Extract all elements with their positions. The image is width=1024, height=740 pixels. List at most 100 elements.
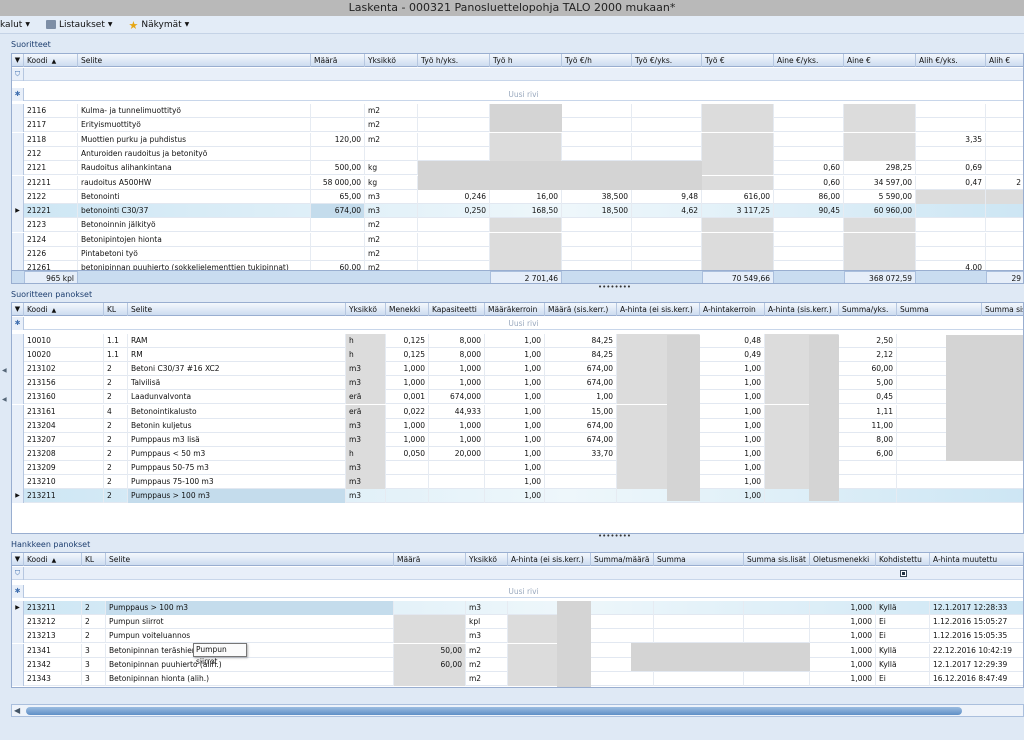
table-cell[interactable] [654, 629, 744, 644]
scrollbar-thumb[interactable] [26, 707, 962, 715]
table-cell[interactable]: 50,00 [394, 643, 466, 658]
table-cell[interactable]: 1,000 [810, 672, 876, 686]
row-header[interactable] [12, 643, 24, 658]
column-header-alih-[interactable]: Alih € [986, 54, 1023, 67]
table-row[interactable]: 213160 2 Laadunvalvonta erä 0,001 674,000 1,00… [12, 390, 1023, 405]
table-cell[interactable]: m2 [365, 132, 418, 147]
table-cell[interactable]: 6,00 [839, 446, 897, 461]
table-cell[interactable] [490, 132, 562, 147]
table-cell[interactable] [632, 118, 702, 133]
table-cell[interactable] [394, 672, 466, 686]
table-cell[interactable] [986, 104, 1023, 118]
table-cell[interactable] [916, 189, 986, 204]
table-cell[interactable]: 213210 [24, 475, 104, 489]
column-header-a-hinta-muutettu[interactable]: A-hinta muutettu [930, 553, 1023, 566]
table-cell[interactable]: 3 [82, 657, 106, 672]
table-cell[interactable] [311, 247, 365, 261]
table-cell[interactable]: Betonin kuljetus [128, 418, 346, 433]
table-cell[interactable]: 15,00 [545, 404, 617, 419]
table-cell[interactable] [702, 161, 774, 176]
table-cell[interactable] [418, 132, 490, 147]
table-cell[interactable] [774, 218, 844, 233]
table-cell[interactable] [654, 601, 744, 615]
table-cell[interactable]: m2 [365, 261, 418, 276]
table-cell[interactable]: Talvilisä [128, 376, 346, 391]
table-cell[interactable]: 1,00 [485, 390, 545, 405]
table-cell[interactable] [632, 247, 702, 261]
column-header-summa-yks-[interactable]: Summa/yks. [839, 303, 897, 316]
table-cell[interactable] [986, 218, 1023, 232]
table-cell[interactable]: Pumppaus > 100 m3 [128, 489, 346, 504]
table-cell[interactable]: Pumppaus > 100 m3 [106, 601, 394, 615]
table-cell[interactable] [654, 672, 744, 686]
table-cell[interactable]: 0,45 [839, 390, 897, 405]
table-cell[interactable]: 1,00 [485, 334, 545, 348]
table-cell[interactable]: 1,00 [700, 404, 765, 419]
table-cell[interactable] [844, 104, 916, 118]
table-cell[interactable] [490, 218, 562, 233]
table-cell[interactable]: 212 [24, 146, 78, 161]
table-cell[interactable]: 213204 [24, 418, 104, 433]
table-cell[interactable]: 213102 [24, 362, 104, 377]
column-header-a-hinta-ei-sis-kerr-[interactable]: A-hinta (ei sis.kerr.) [617, 303, 700, 316]
table-cell[interactable]: 1,00 [485, 489, 545, 504]
column-header-aine-[interactable]: Aine € [844, 54, 916, 67]
column-header-summa[interactable]: Summa [897, 303, 982, 316]
table-cell[interactable]: kg [365, 175, 418, 190]
table-cell[interactable]: 8,000 [429, 334, 485, 348]
table-cell[interactable] [774, 261, 844, 276]
table-cell[interactable] [632, 232, 702, 247]
table-cell[interactable] [429, 475, 485, 489]
column-header-a-hinta-sis-kerr-[interactable]: A-hinta (sis.kerr.) [765, 303, 839, 316]
table-cell[interactable]: Betonipintojen hionta [78, 232, 311, 247]
table-cell[interactable] [545, 475, 617, 489]
table-cell[interactable]: 65,00 [311, 189, 365, 204]
table-cell[interactable]: 21341 [24, 643, 82, 658]
table-cell[interactable]: 38,500 [562, 189, 632, 204]
table-cell[interactable]: 34 597,00 [844, 175, 916, 190]
column-header-oletusmenekki[interactable]: Oletusmenekki [810, 553, 876, 566]
column-header-kl[interactable]: KL [104, 303, 128, 316]
table-row[interactable]: 21342 3 Betonipinnan puuhierto (alih.) 60,0… [12, 657, 1023, 672]
filter-row[interactable]: ⛉ [12, 68, 1023, 81]
table-cell[interactable]: 2 [104, 390, 128, 405]
column-header-a-hintakerroin[interactable]: A-hintakerroin [700, 303, 765, 316]
table-cell[interactable]: 616,00 [702, 189, 774, 204]
table-cell[interactable]: 58 000,00 [311, 175, 365, 190]
row-header[interactable] [12, 132, 24, 147]
table-cell[interactable]: 0,001 [386, 390, 429, 405]
row-header[interactable] [12, 247, 24, 261]
table-cell[interactable]: Betonipinnan hionta (alih.) [106, 672, 394, 686]
current-row-indicator-icon[interactable]: ▶ [12, 601, 24, 615]
table-cell[interactable] [490, 146, 562, 161]
table-cell[interactable] [562, 118, 632, 133]
row-header[interactable] [12, 161, 24, 176]
table-cell[interactable]: 10010 [24, 334, 104, 348]
column-header-yksikkö[interactable]: Yksikkö [365, 54, 418, 67]
table-cell[interactable]: 0,246 [418, 189, 490, 204]
table-row[interactable]: 213161 4 Betonointikalusto erä 0,022 44,933 1,… [12, 404, 1023, 419]
table-row[interactable]: 2126 Pintabetoni työ m2 [12, 247, 1023, 261]
table-cell[interactable] [774, 118, 844, 133]
table-cell[interactable]: 2,50 [839, 334, 897, 348]
row-header[interactable] [12, 629, 24, 644]
table-cell[interactable] [311, 218, 365, 233]
table-cell[interactable]: 1,000 [810, 643, 876, 658]
table-cell[interactable] [744, 601, 810, 615]
table-cell[interactable]: 0,125 [386, 334, 429, 348]
table-row[interactable]: 2122 Betonointi 65,00 m3 0,246 16,00 38,500 9,4… [12, 189, 1023, 204]
column-header-selite[interactable]: Selite [78, 54, 311, 67]
table-cell[interactable]: m3 [346, 362, 386, 377]
table-cell[interactable]: 1,00 [700, 376, 765, 391]
menu-nakymat[interactable]: ★ Näkymät ▼ [122, 19, 189, 32]
table-cell[interactable]: 1,00 [700, 446, 765, 461]
column-header-koodi[interactable]: Koodi ▲ [24, 553, 82, 566]
row-header[interactable] [12, 446, 24, 461]
table-cell[interactable]: Betonoinnin jälkityö [78, 218, 311, 233]
table-cell[interactable]: 213213 [24, 629, 82, 644]
table-cell[interactable]: 10020 [24, 348, 104, 363]
table-row[interactable]: 2123 Betonoinnin jälkityö m2 [12, 218, 1023, 233]
table-cell[interactable]: Betoni C30/37 #16 XC2 [128, 362, 346, 377]
table-cell[interactable]: 213209 [24, 460, 104, 475]
table-cell[interactable]: 16,00 [490, 189, 562, 204]
